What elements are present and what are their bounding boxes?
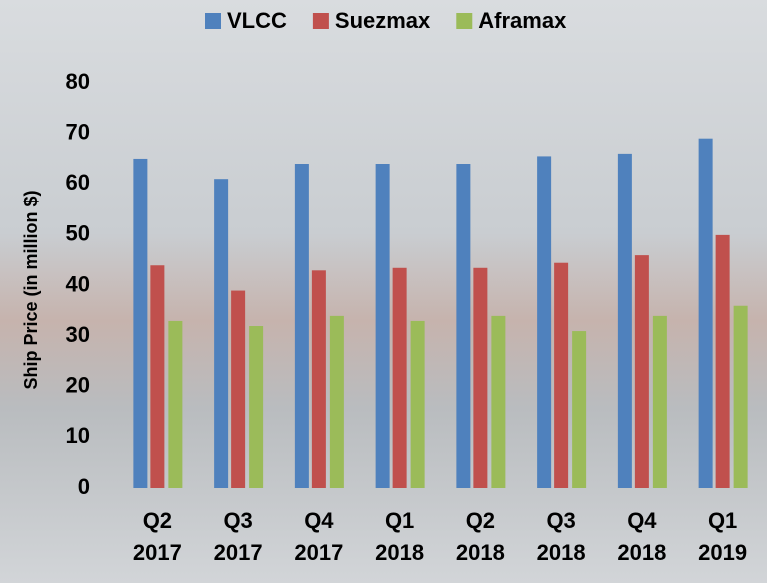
bar: [635, 255, 649, 488]
legend-swatch: [205, 13, 221, 29]
y-tick-label: 30: [66, 322, 90, 347]
bar: [699, 139, 713, 488]
y-tick-label: 70: [66, 119, 90, 144]
bar: [456, 164, 470, 488]
bar: [150, 265, 164, 488]
chart: Ship Price (in million $) 0 10 20 30 40 50 60 7…: [0, 0, 767, 583]
y-tick-label: 0: [78, 474, 90, 499]
y-tick-label: 20: [66, 373, 90, 398]
x-tick-label: Q4 2017: [284, 505, 354, 569]
bar: [537, 156, 551, 488]
bar: [734, 306, 748, 488]
x-tick-label: Q3 2017: [203, 505, 273, 569]
bar: [473, 268, 487, 488]
x-tick-label: Q1 2019: [688, 505, 758, 569]
legend-swatch: [313, 13, 329, 29]
bar: [330, 316, 344, 488]
x-tick-label: Q2 2018: [445, 505, 515, 569]
bar: [491, 316, 505, 488]
x-tick-label: Q3 2018: [526, 505, 596, 569]
chart-svg: Ship Price (in million $) 0 10 20 30 40 50 60 7…: [0, 0, 767, 583]
bar: [168, 321, 182, 488]
bar: [393, 268, 407, 488]
bar: [231, 291, 245, 488]
x-tick-label: Q1 2018: [365, 505, 435, 569]
x-tick-label: Q4 2018: [607, 505, 677, 569]
y-tick-label: 80: [66, 69, 90, 94]
bar: [312, 270, 326, 488]
bar: [214, 179, 228, 488]
legend-swatch: [456, 13, 472, 29]
y-tick-label: 50: [66, 221, 90, 246]
legend-label: Suezmax: [335, 8, 431, 33]
bar: [572, 331, 586, 488]
legend-label: VLCC: [227, 8, 287, 33]
bar: [249, 326, 263, 488]
x-tick-label: Q2 2017: [122, 505, 192, 569]
y-tick-label: 60: [66, 170, 90, 195]
bar: [295, 164, 309, 488]
bar: [133, 159, 147, 488]
bar: [618, 154, 632, 488]
bar: [653, 316, 667, 488]
bar: [554, 263, 568, 488]
y-tick-label: 40: [66, 271, 90, 296]
y-tick-label: 10: [66, 423, 90, 448]
y-axis-label: Ship Price (in million $): [21, 190, 41, 389]
bar: [376, 164, 390, 488]
bar: [716, 235, 730, 488]
bar: [411, 321, 425, 488]
legend-label: Aframax: [478, 8, 567, 33]
